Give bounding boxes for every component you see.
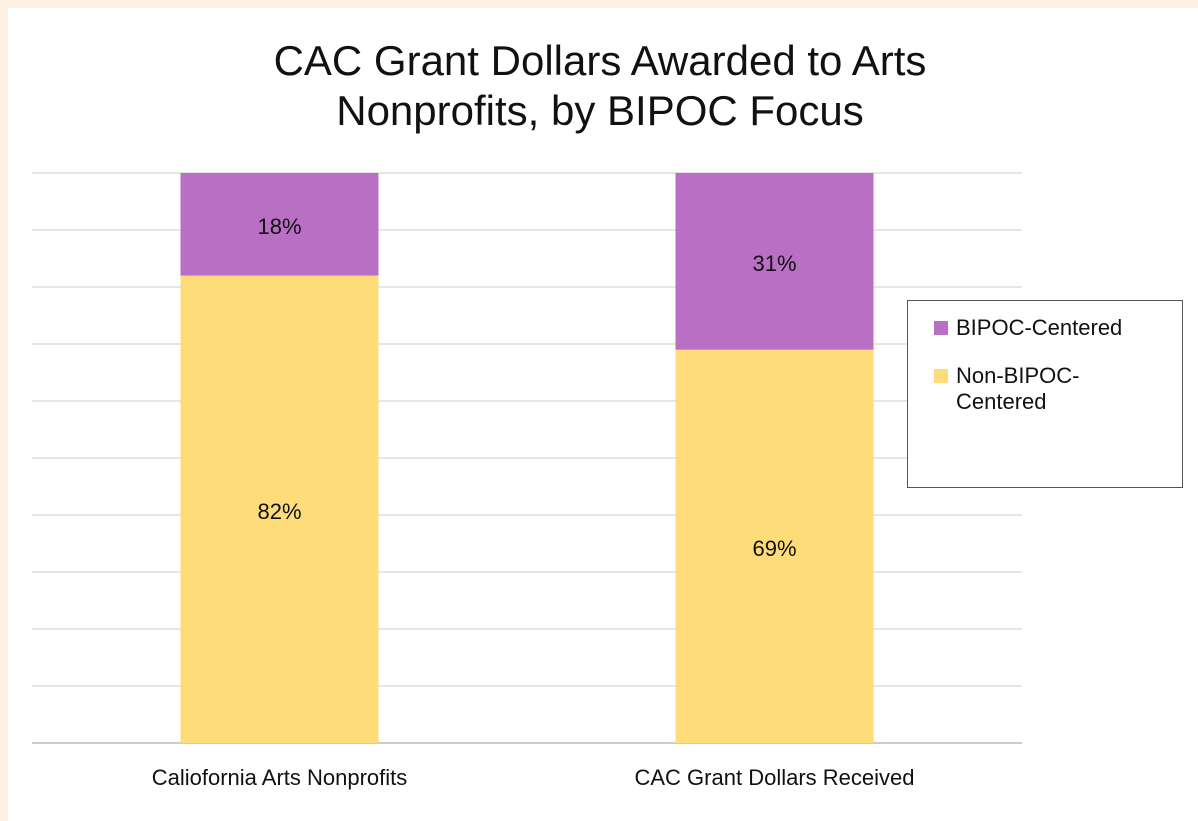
legend-label: BIPOC-Centered xyxy=(956,315,1123,340)
x-tick-label: CAC Grant Dollars Received xyxy=(635,765,915,790)
bar-segment xyxy=(675,349,874,743)
legend-swatch xyxy=(934,321,948,335)
legend-item: BIPOC-Centered xyxy=(934,315,1170,341)
bar-segment xyxy=(180,173,379,276)
legend: BIPOC-Centered Non-BIPOC-Centered xyxy=(907,300,1183,488)
data-label: 18% xyxy=(257,214,301,239)
bar-segment xyxy=(675,173,874,350)
data-label: 82% xyxy=(257,499,301,524)
legend-swatch xyxy=(934,369,948,383)
legend-label: Non-BIPOC-Centered xyxy=(956,363,1080,414)
legend-item: Non-BIPOC-Centered xyxy=(934,363,1170,415)
chart-title: CAC Grant Dollars Awarded to Arts Nonpro… xyxy=(273,37,927,134)
bar-segment xyxy=(180,275,379,743)
data-label: 31% xyxy=(752,251,796,276)
x-tick-label: Caliofornia Arts Nonprofits xyxy=(152,765,408,790)
data-label: 69% xyxy=(752,536,796,561)
